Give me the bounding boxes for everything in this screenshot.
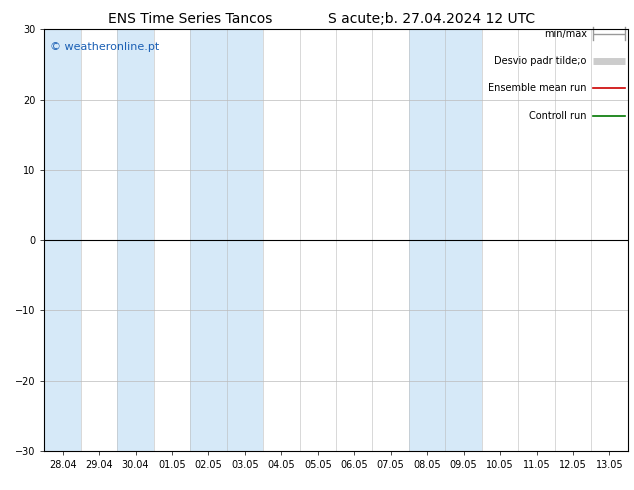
Text: Ensemble mean run: Ensemble mean run	[488, 83, 587, 94]
Bar	[44, 29, 81, 451]
Text: Controll run: Controll run	[529, 111, 587, 121]
Bar	[190, 29, 263, 451]
Text: S acute;b. 27.04.2024 12 UTC: S acute;b. 27.04.2024 12 UTC	[328, 12, 534, 26]
Bar	[117, 29, 153, 451]
Bar	[409, 29, 482, 451]
Text: ENS Time Series Tancos: ENS Time Series Tancos	[108, 12, 273, 26]
Text: Desvio padr tilde;o: Desvio padr tilde;o	[495, 56, 587, 66]
Text: © weatheronline.pt: © weatheronline.pt	[50, 42, 160, 52]
Text: min/max: min/max	[544, 28, 587, 39]
